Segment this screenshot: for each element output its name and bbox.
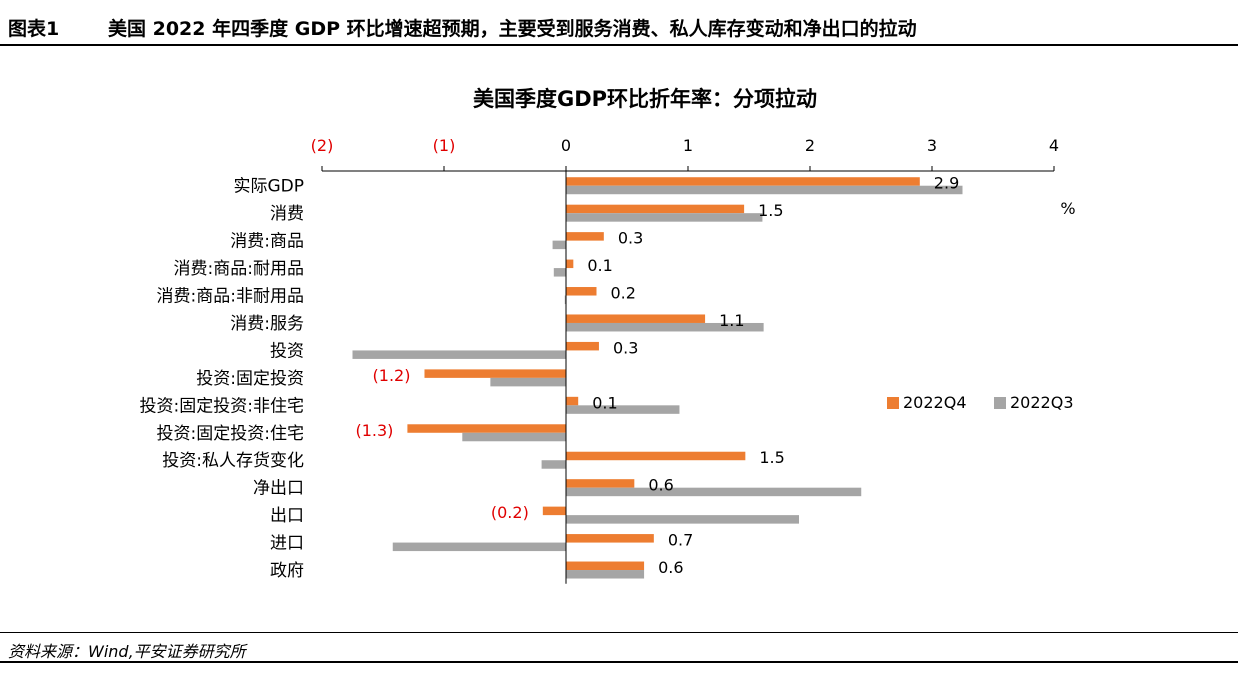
data-label-2022q4: (1.2) [373, 366, 411, 385]
bar-2022q4 [566, 314, 706, 323]
category-label: 消费:商品:耐用品 [174, 259, 304, 279]
data-label-2022q4: (1.3) [355, 421, 393, 440]
category-label: 投资:固定投资 [196, 369, 304, 389]
bar-2022q4 [566, 177, 920, 186]
source-rule-top [0, 632, 1238, 633]
source-note: 资料来源：Wind,平安证券研究所 [8, 642, 246, 661]
data-label-2022q4: 0.3 [618, 229, 643, 248]
bar-2022q3 [552, 240, 566, 250]
category-label: 出口 [270, 506, 304, 526]
category-label: 投资 [270, 341, 304, 361]
source-rule-bottom [0, 661, 1238, 663]
bar-2022q3 [564, 295, 566, 305]
bar-2022q3 [392, 542, 566, 552]
category-label: 投资:固定投资:非住宅 [140, 396, 304, 416]
data-label-2022q4: 1.5 [758, 201, 783, 220]
data-label-2022q4: 1.1 [719, 311, 744, 330]
bar-2022q3 [566, 570, 645, 579]
x-tick-label: (2) [311, 136, 334, 155]
data-label-2022q4: 1.5 [759, 448, 784, 467]
bar-2022q4 [566, 232, 604, 241]
x-tick-label: 4 [1049, 136, 1059, 155]
data-label-2022q4: 0.2 [611, 284, 636, 303]
bar-2022q4 [566, 287, 597, 296]
category-label: 消费:服务 [230, 314, 304, 334]
bar-2022q3 [566, 487, 862, 497]
category-label: 投资:私人存货变化 [162, 451, 304, 471]
x-tick-label: 2 [805, 136, 815, 155]
unit-label: % [1060, 199, 1075, 218]
bar-2022q3 [566, 405, 680, 414]
bar-2022q3 [490, 377, 566, 387]
category-label: 消费 [270, 204, 304, 224]
figure-number: 图表1 [8, 18, 60, 40]
bar-2022q4 [566, 396, 579, 406]
bar-2022q4 [566, 341, 599, 351]
legend-label-2022q3: 2022Q3 [1010, 393, 1074, 412]
header-rule [0, 44, 1238, 46]
data-label-2022q4: (0.2) [491, 503, 529, 522]
bar-2022q4 [566, 479, 635, 488]
x-tick-label: 3 [927, 136, 937, 155]
bar-2022q4 [566, 259, 574, 269]
category-label: 消费:商品:非耐用品 [157, 287, 304, 307]
legend-label-2022q4: 2022Q4 [903, 393, 967, 412]
bar-2022q3 [566, 213, 763, 222]
legend-swatch-2022q3 [994, 397, 1006, 409]
bar-2022q4 [566, 204, 745, 214]
figure-header: 图表1 美国 2022 年四季度 GDP 环比增速超预期，主要受到服务消费、私人… [0, 0, 1238, 44]
bar-2022q3 [566, 322, 764, 332]
bar-2022q4 [542, 506, 566, 516]
figure-title: 美国 2022 年四季度 GDP 环比增速超预期，主要受到服务消费、私人库存变动… [108, 18, 917, 40]
bar-2022q4 [566, 451, 746, 461]
x-tick-label: 1 [683, 136, 693, 155]
data-label-2022q4: 0.1 [592, 393, 617, 412]
legend-swatch-2022q4 [887, 397, 899, 409]
bar-2022q4 [424, 369, 566, 378]
bar-2022q3 [553, 268, 566, 277]
bar-2022q3 [566, 515, 800, 524]
bar-2022q3 [352, 350, 566, 359]
data-label-2022q4: 0.6 [658, 558, 683, 577]
bar-2022q3 [566, 185, 963, 195]
bar-chart: 美国季度GDP环比折年率：分项拉动 (2) (1) 0 1 2 3 4% 实际GDP 2.9 消费 1… [140, 87, 1076, 584]
data-label-2022q4: 0.3 [613, 338, 638, 357]
data-label-2022q4: 0.6 [648, 476, 673, 495]
category-label: 消费:商品 [230, 232, 304, 252]
bar-2022q4 [566, 561, 645, 571]
x-tick-label: (1) [433, 136, 456, 155]
data-label-2022q4: 2.9 [934, 174, 959, 193]
category-label: 进口 [270, 534, 304, 554]
category-label: 投资:固定投资:住宅 [157, 424, 304, 444]
bar-2022q4 [407, 424, 566, 433]
x-tick-label: 0 [561, 136, 571, 155]
chart-title: 美国季度GDP环比折年率：分项拉动 [473, 87, 817, 111]
category-label: 政府 [270, 561, 304, 581]
category-label: 实际GDP [233, 177, 304, 197]
category-label: 净出口 [253, 479, 304, 499]
data-label-2022q4: 0.1 [587, 256, 612, 275]
bar-2022q3 [541, 460, 566, 469]
bar-2022q4 [566, 534, 654, 543]
bar-2022q3 [462, 432, 566, 442]
data-label-2022q4: 0.7 [668, 531, 693, 550]
